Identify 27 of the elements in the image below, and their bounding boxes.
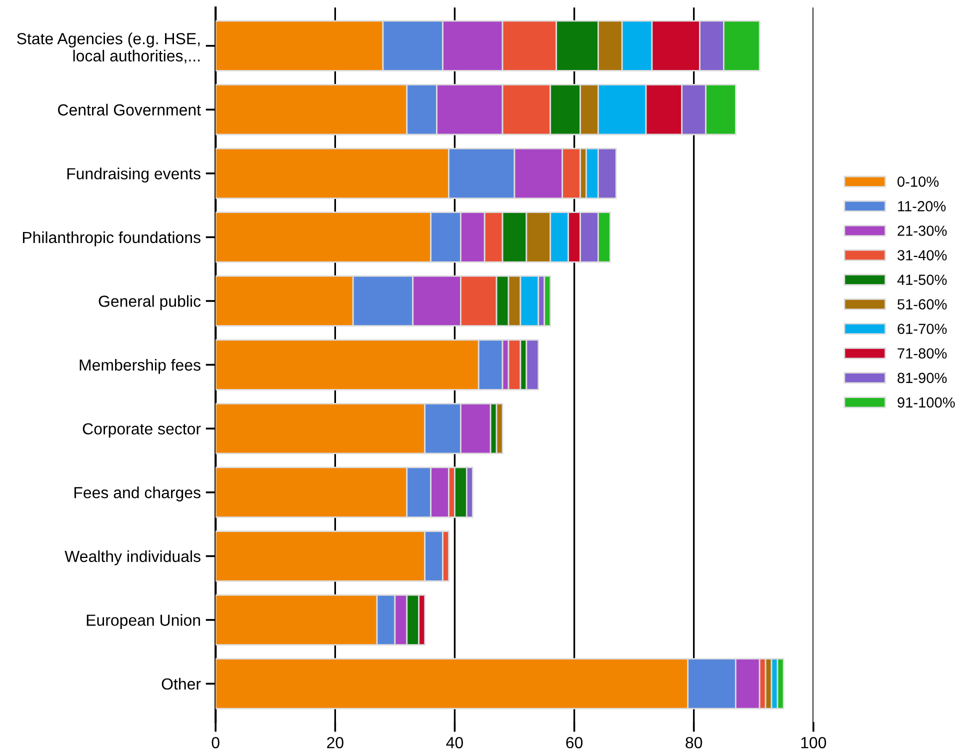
legend-label: 91-100%: [898, 397, 955, 408]
legend-label: 0-10%: [898, 176, 939, 187]
x-tick-label: 40: [446, 736, 463, 748]
y-tick-label: Other: [162, 678, 201, 690]
x-tick-label: 0: [212, 736, 220, 748]
x-tick-label: 60: [566, 736, 583, 748]
legend-label: 21-30%: [898, 226, 947, 236]
y-tick-label: Central Government: [58, 104, 201, 116]
y-tick-label: Corporate sector: [82, 423, 201, 438]
legend-label: 11-20%: [898, 201, 946, 212]
y-tick-label: General public: [98, 295, 201, 310]
legend-label: 51-60%: [898, 299, 947, 310]
y-tick-label: Fundraising events: [67, 168, 200, 183]
y-tick-label: Membership fees: [80, 358, 200, 374]
legend-label: 61-70%: [898, 324, 947, 334]
y-tick-label: Wealthy individuals: [64, 550, 200, 566]
x-tick-label: 80: [686, 736, 702, 748]
y-tick-label: European Union: [86, 614, 200, 630]
legend-label: 81-90%: [898, 372, 947, 384]
x-tick-label: 20: [327, 736, 344, 748]
x-tick-label: 100: [801, 736, 826, 748]
legend-label: 41-50%: [897, 274, 947, 285]
legend-label: 31-40%: [898, 250, 947, 260]
legend-label: 71-80%: [898, 348, 947, 359]
y-tick-label: Philanthropic foundations: [22, 231, 200, 246]
y-tick-label: State Agencies (e.g. HSE, local authorities,...: [17, 32, 200, 64]
y-tick-label: Fees and charges: [74, 486, 200, 502]
